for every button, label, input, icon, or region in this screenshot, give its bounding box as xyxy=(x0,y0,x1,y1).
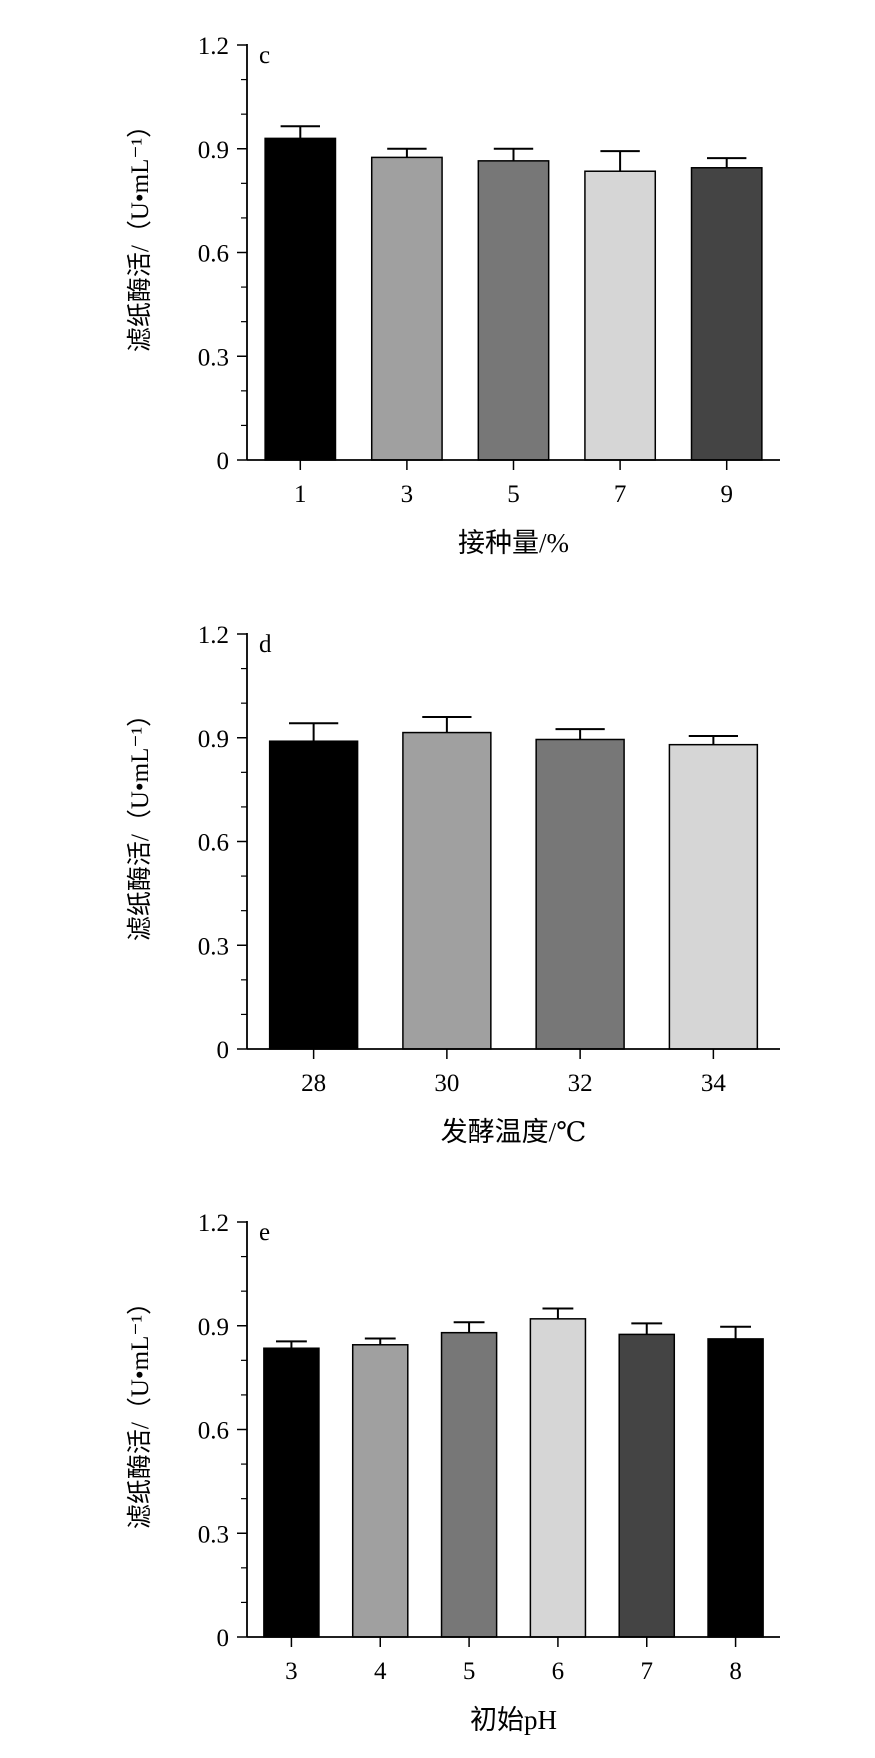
chart-panel-e: 3 4 5 6 7 8 0 0.3 0.6 0.9 1.2 e 初始pH 滤纸酶活/（U•mL⁻¹） xyxy=(126,1210,780,1735)
error-bar-8 xyxy=(720,1325,752,1339)
error-bar-30 xyxy=(422,716,472,733)
chart-panel-d: 28 30 32 34 0 0.3 0.6 0.9 1.2 d 发酵温度/℃ 滤纸酶活/（U•mL⁻¹… xyxy=(126,622,780,1147)
y-tick-label: 0.6 xyxy=(198,830,229,857)
y-tick-label: 1.2 xyxy=(198,622,229,649)
x-tick-label: 32 xyxy=(568,1070,593,1097)
panel-label: e xyxy=(259,1219,270,1246)
bar-8 xyxy=(707,1338,764,1638)
error-bar-7 xyxy=(631,1322,663,1335)
error-bar-7 xyxy=(600,150,640,172)
x-tick-label: 30 xyxy=(434,1070,459,1097)
error-bar-5 xyxy=(453,1321,485,1333)
y-axis-label: 滤纸酶活/（U•mL⁻¹） xyxy=(126,1290,154,1529)
y-tick-label: 1.2 xyxy=(198,33,229,60)
y-tick-label: 0.9 xyxy=(198,137,229,164)
y-tick-label: 0.3 xyxy=(198,933,229,960)
bar-4 xyxy=(351,1344,409,1638)
y-axis-label: 滤纸酶活/（U•mL⁻¹） xyxy=(126,702,154,941)
error-bar-1 xyxy=(280,125,320,139)
bar-32 xyxy=(535,738,625,1050)
x-tick-label: 7 xyxy=(614,481,627,508)
bar-7 xyxy=(618,1333,676,1638)
x-tick-label: 28 xyxy=(301,1070,326,1097)
x-tick-label: 6 xyxy=(552,1658,565,1685)
bar-28 xyxy=(268,740,359,1050)
x-tick-label: 1 xyxy=(294,481,307,508)
error-bar-32 xyxy=(555,728,605,740)
x-tick-label: 9 xyxy=(720,481,733,508)
panel-label: c xyxy=(259,42,270,69)
error-bar-4 xyxy=(364,1337,396,1345)
y-tick-label: 0.9 xyxy=(198,1314,229,1341)
bar-30 xyxy=(402,731,492,1050)
bar-7 xyxy=(584,170,657,461)
y-tick-label: 0 xyxy=(217,1037,230,1064)
error-bar-6 xyxy=(542,1307,574,1319)
y-tick-label: 0.3 xyxy=(198,344,229,371)
error-bar-34 xyxy=(688,735,738,745)
error-bar-3 xyxy=(387,147,427,158)
bar-6 xyxy=(529,1318,587,1638)
chart-panel-c: 1 3 5 7 9 0 0.3 0.6 0.9 1.2 c 接种量/% 滤纸酶活/（U•mL⁻¹） xyxy=(126,33,780,558)
error-bar-3 xyxy=(275,1340,307,1349)
bar-3 xyxy=(263,1347,320,1638)
panel-label: d xyxy=(259,631,272,658)
bar-3 xyxy=(370,156,443,461)
x-tick-label: 3 xyxy=(401,481,414,508)
bar-5 xyxy=(440,1331,498,1638)
bar-1 xyxy=(264,137,337,461)
y-tick-label: 0.3 xyxy=(198,1521,229,1548)
y-tick-label: 0.6 xyxy=(198,241,229,268)
x-tick-label: 7 xyxy=(641,1658,654,1685)
x-axis-label: 发酵温度/℃ xyxy=(441,1117,587,1147)
x-axis-label: 初始pH xyxy=(470,1705,557,1735)
x-tick-label: 8 xyxy=(729,1658,742,1685)
error-bar-5 xyxy=(493,147,534,161)
error-bar-9 xyxy=(707,157,747,168)
error-bar-28 xyxy=(289,722,339,742)
bar-5 xyxy=(477,160,550,461)
x-tick-label: 4 xyxy=(374,1658,387,1685)
y-tick-label: 1.2 xyxy=(198,1210,229,1237)
y-tick-label: 0.9 xyxy=(198,726,229,753)
x-tick-label: 3 xyxy=(285,1658,298,1685)
x-tick-label: 5 xyxy=(507,481,520,508)
x-tick-label: 34 xyxy=(701,1070,727,1097)
bar-9 xyxy=(690,167,763,461)
y-tick-label: 0.6 xyxy=(198,1418,229,1445)
bar-34 xyxy=(668,743,759,1050)
y-tick-label: 0 xyxy=(217,1625,230,1652)
x-tick-label: 5 xyxy=(463,1658,476,1685)
y-tick-label: 0 xyxy=(217,448,230,475)
x-axis-label: 接种量/% xyxy=(458,528,569,558)
y-axis-label: 滤纸酶活/（U•mL⁻¹） xyxy=(126,113,154,352)
